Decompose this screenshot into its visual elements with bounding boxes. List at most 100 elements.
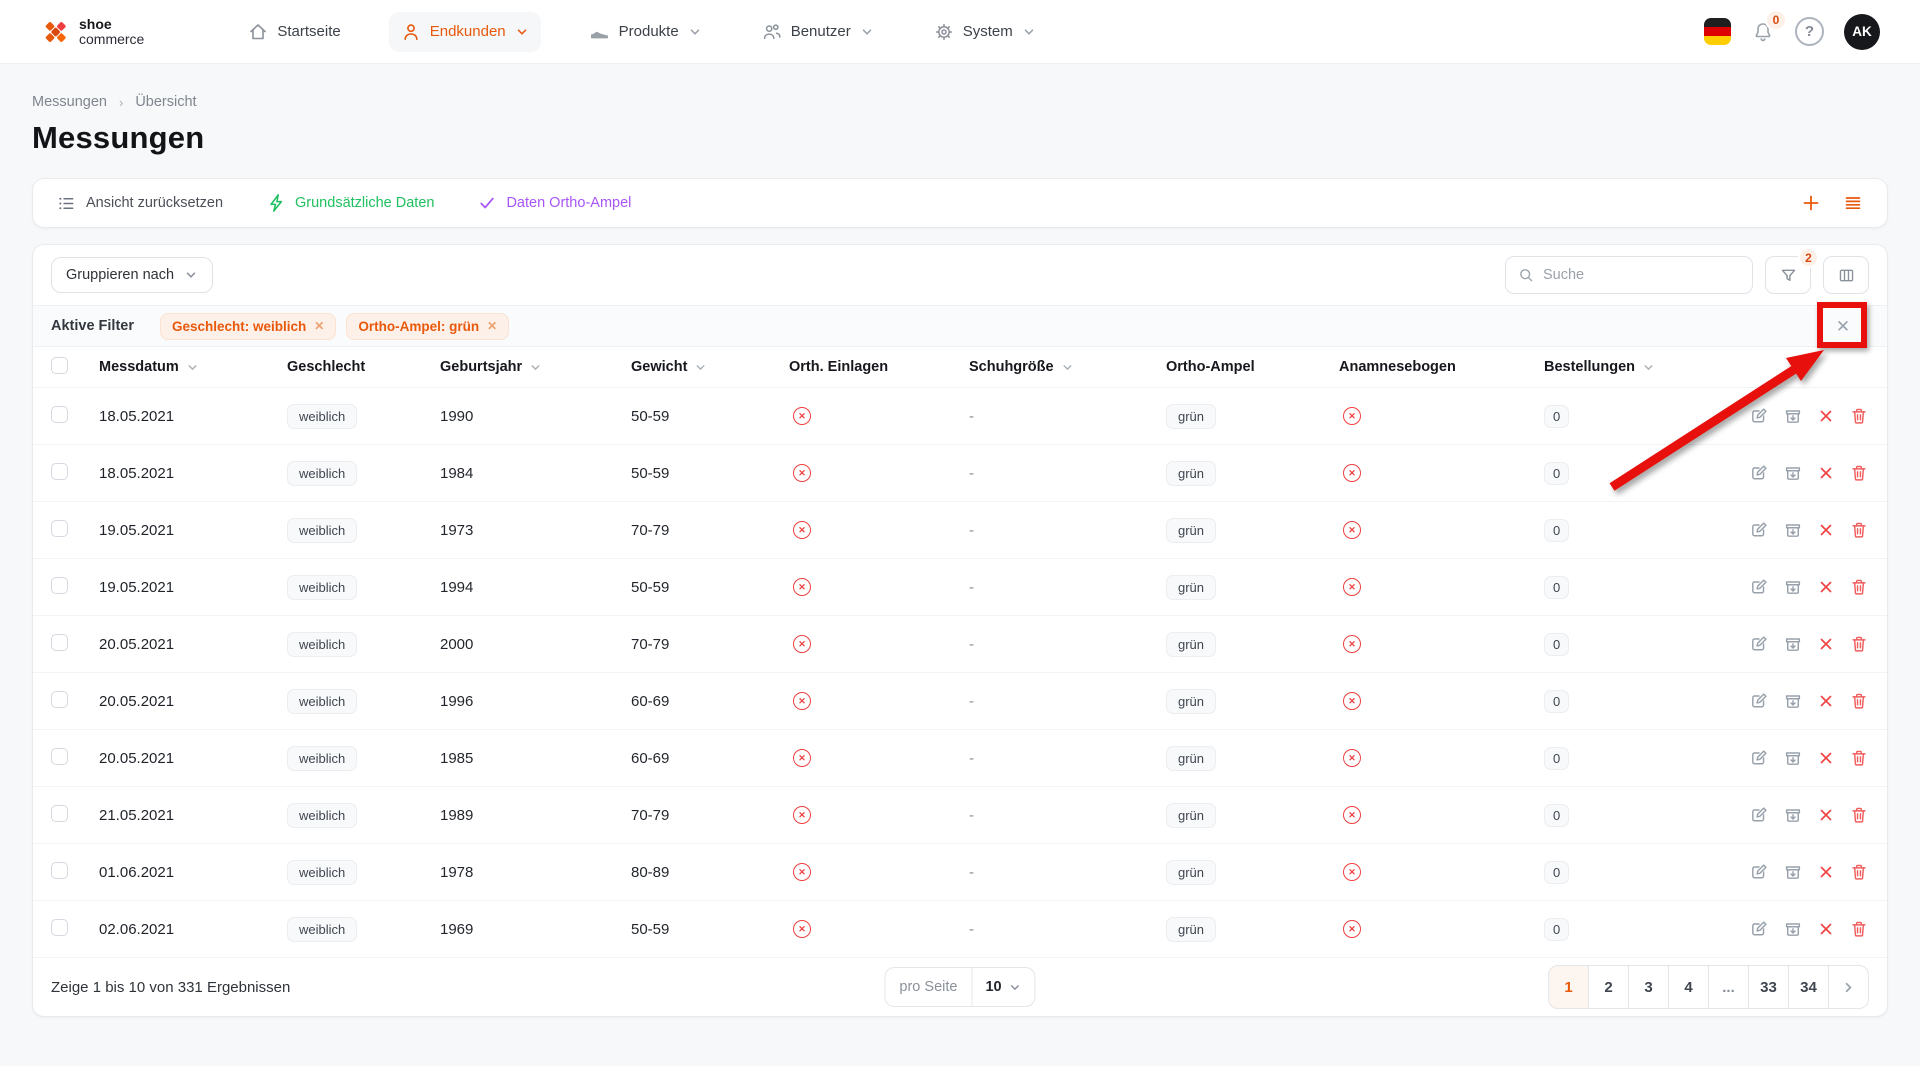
column-header-ortho-ampel[interactable]: Ortho-Ampel — [1166, 359, 1339, 375]
delete-row-button[interactable] — [1849, 805, 1869, 825]
view-grundsaetzliche-daten[interactable]: Grundsätzliche Daten — [267, 193, 434, 213]
row-checkbox[interactable] — [51, 405, 68, 423]
archive-row-button[interactable] — [1783, 748, 1803, 768]
edit-row-button[interactable] — [1749, 919, 1769, 939]
sort-chevron-icon[interactable] — [1642, 361, 1655, 374]
page-button-2[interactable]: 2 — [1588, 965, 1629, 1009]
remove-chip-icon[interactable]: ✕ — [487, 319, 498, 333]
archive-row-button[interactable] — [1783, 919, 1803, 939]
cancel-row-button[interactable] — [1817, 578, 1835, 596]
app-logo[interactable]: shoe commerce — [40, 16, 144, 48]
nav-item-produkte[interactable]: Produkte — [577, 12, 714, 52]
row-checkbox[interactable] — [51, 747, 68, 765]
edit-row-button[interactable] — [1749, 862, 1769, 882]
page-button-4[interactable]: 4 — [1668, 965, 1709, 1009]
delete-row-button[interactable] — [1849, 406, 1869, 426]
view-daten-ortho-ampel[interactable]: Daten Ortho-Ampel — [478, 195, 631, 211]
manage-views-button[interactable] — [1843, 193, 1863, 213]
page-button-3[interactable]: 3 — [1628, 965, 1669, 1009]
delete-row-button[interactable] — [1849, 919, 1869, 939]
column-header-gewicht[interactable]: Gewicht — [631, 359, 789, 375]
archive-row-button[interactable] — [1783, 577, 1803, 597]
edit-row-button[interactable] — [1749, 634, 1769, 654]
cancel-row-button[interactable] — [1817, 464, 1835, 482]
remove-chip-icon[interactable]: ✕ — [314, 319, 325, 333]
column-header-messdatum[interactable]: Messdatum — [99, 359, 287, 375]
edit-row-button[interactable] — [1749, 805, 1769, 825]
page-button-34[interactable]: 34 — [1788, 965, 1829, 1009]
reset-view-button[interactable]: Ansicht zurücksetzen — [57, 194, 223, 213]
pagination: 1 2 3 4 ... 33 34 — [1548, 965, 1869, 1009]
cancel-row-button[interactable] — [1817, 920, 1835, 938]
nav-item-benutzer[interactable]: Benutzer — [750, 12, 886, 52]
column-header-orth-einlagen[interactable]: Orth. Einlagen — [789, 359, 969, 375]
filter-button[interactable]: 2 — [1765, 247, 1819, 294]
delete-row-button[interactable] — [1849, 577, 1869, 597]
row-checkbox[interactable] — [51, 633, 68, 651]
cancel-row-button[interactable] — [1817, 407, 1835, 425]
cancel-row-button[interactable] — [1817, 521, 1835, 539]
row-checkbox[interactable] — [51, 861, 68, 879]
sort-chevron-icon[interactable] — [1061, 361, 1074, 374]
archive-row-button[interactable] — [1783, 406, 1803, 426]
nav-item-endkunden[interactable]: Endkunden — [388, 11, 541, 52]
sort-chevron-icon[interactable] — [694, 361, 707, 374]
filter-chip-ortho-ampel[interactable]: Ortho-Ampel: grün ✕ — [346, 312, 510, 340]
delete-row-button[interactable] — [1849, 862, 1869, 882]
language-flag-german[interactable] — [1704, 18, 1731, 45]
delete-row-button[interactable] — [1849, 463, 1869, 483]
delete-row-button[interactable] — [1849, 748, 1869, 768]
sort-chevron-icon[interactable] — [186, 361, 199, 374]
nav-item-startseite[interactable]: Startseite — [236, 12, 352, 52]
edit-row-button[interactable] — [1749, 748, 1769, 768]
edit-row-button[interactable] — [1749, 520, 1769, 540]
archive-row-button[interactable] — [1783, 691, 1803, 711]
column-header-geschlecht[interactable]: Geschlecht — [287, 359, 440, 375]
add-view-button[interactable] — [1801, 193, 1821, 213]
page-button-1[interactable]: 1 — [1548, 965, 1589, 1009]
archive-row-button[interactable] — [1783, 862, 1803, 882]
cancel-row-button[interactable] — [1817, 692, 1835, 710]
row-checkbox[interactable] — [51, 804, 68, 822]
breadcrumb-item-uebersicht[interactable]: Übersicht — [135, 94, 197, 110]
row-checkbox[interactable] — [51, 918, 68, 936]
nav-item-system[interactable]: System — [922, 12, 1048, 52]
cancel-row-button[interactable] — [1817, 806, 1835, 824]
column-header-schuhgroesse[interactable]: Schuhgröße — [969, 359, 1166, 375]
delete-row-button[interactable] — [1849, 634, 1869, 654]
notifications-button[interactable]: 0 — [1751, 8, 1787, 44]
column-header-anamnesebogen[interactable]: Anamnesebogen — [1339, 359, 1544, 375]
cancel-row-button[interactable] — [1817, 863, 1835, 881]
column-header-geburtsjahr[interactable]: Geburtsjahr — [440, 359, 631, 375]
per-page-select[interactable]: 10 — [972, 968, 1034, 1006]
edit-row-button[interactable] — [1749, 691, 1769, 711]
user-avatar[interactable]: AK — [1844, 13, 1880, 50]
breadcrumb-item-messungen[interactable]: Messungen — [32, 94, 107, 110]
columns-button[interactable] — [1823, 256, 1869, 294]
row-checkbox[interactable] — [51, 690, 68, 708]
search-input[interactable] — [1542, 267, 1740, 283]
archive-row-button[interactable] — [1783, 634, 1803, 654]
clear-all-filters-button[interactable]: ✕ — [1835, 316, 1851, 336]
group-by-dropdown[interactable]: Gruppieren nach — [51, 257, 214, 293]
select-all-checkbox[interactable] — [51, 356, 68, 374]
archive-row-button[interactable] — [1783, 805, 1803, 825]
row-checkbox[interactable] — [51, 576, 68, 594]
edit-row-button[interactable] — [1749, 463, 1769, 483]
edit-row-button[interactable] — [1749, 406, 1769, 426]
delete-row-button[interactable] — [1849, 520, 1869, 540]
help-button[interactable]: ? — [1795, 17, 1824, 46]
column-header-bestellungen[interactable]: Bestellungen — [1544, 359, 1740, 375]
next-page-button[interactable] — [1828, 965, 1869, 1009]
cancel-row-button[interactable] — [1817, 749, 1835, 767]
cancel-row-button[interactable] — [1817, 635, 1835, 653]
archive-row-button[interactable] — [1783, 463, 1803, 483]
archive-row-button[interactable] — [1783, 520, 1803, 540]
row-checkbox[interactable] — [51, 462, 68, 480]
filter-chip-geschlecht[interactable]: Geschlecht: weiblich ✕ — [160, 312, 337, 340]
delete-row-button[interactable] — [1849, 691, 1869, 711]
page-button-33[interactable]: 33 — [1748, 965, 1789, 1009]
edit-row-button[interactable] — [1749, 577, 1769, 597]
sort-chevron-icon[interactable] — [529, 361, 542, 374]
row-checkbox[interactable] — [51, 519, 68, 537]
